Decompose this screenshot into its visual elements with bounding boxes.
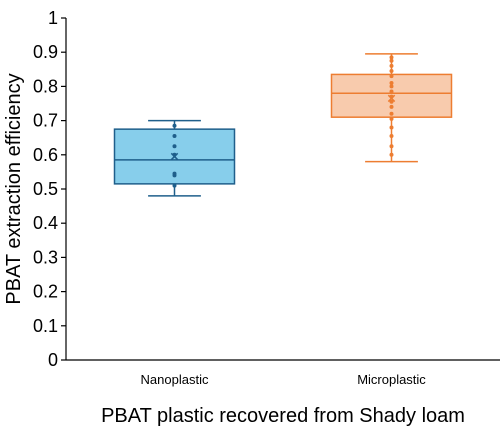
y-tick-label: 0.2 xyxy=(33,282,58,302)
y-tick-label: 0.9 xyxy=(33,42,58,62)
y-tick-label: 0.3 xyxy=(33,247,58,267)
category-label: Microplastic xyxy=(357,372,426,387)
y-tick-label: 0.6 xyxy=(33,145,58,165)
data-point xyxy=(389,144,394,149)
data-point xyxy=(172,133,177,138)
y-tick-label: 0.8 xyxy=(33,76,58,96)
category-label: Nanoplastic xyxy=(141,372,209,387)
y-tick-label: 0.4 xyxy=(33,213,58,233)
data-point xyxy=(389,84,394,89)
x-axis-title: PBAT plastic recovered from Shady loam xyxy=(101,405,465,427)
data-point xyxy=(389,133,394,138)
y-axis-title: PBAT extraction efficiency xyxy=(3,73,25,304)
y-ticks: 0 0.1 0.2 0.3 0.4 0.5 0.6 0.7 0.8 0.9 1 xyxy=(33,8,66,370)
data-point xyxy=(389,58,394,63)
mean-marker xyxy=(387,94,396,103)
data-point xyxy=(389,111,394,116)
data-point xyxy=(389,80,394,85)
data-point xyxy=(389,63,394,68)
category-labels: Nanoplastic Microplastic xyxy=(141,372,427,387)
y-tick-label: 1 xyxy=(48,8,58,28)
data-point xyxy=(389,55,394,60)
data-point xyxy=(389,74,394,79)
boxes xyxy=(113,53,453,197)
mean-marker-stroke xyxy=(387,94,396,103)
data-point xyxy=(389,116,394,121)
data-point xyxy=(172,123,177,128)
data-point xyxy=(389,69,394,74)
mean-marker xyxy=(170,152,179,161)
data-point xyxy=(172,171,177,176)
y-tick-label: 0.7 xyxy=(33,111,58,131)
data-point xyxy=(389,104,394,109)
box-microplastic xyxy=(330,53,453,163)
y-tick-label: 0.1 xyxy=(33,316,58,336)
data-point xyxy=(172,144,177,149)
axes xyxy=(65,18,500,361)
mean-marker-stroke xyxy=(170,152,179,161)
data-point xyxy=(389,99,394,104)
y-tick-label: 0 xyxy=(48,350,58,370)
data-point xyxy=(389,89,394,94)
y-tick-label: 0.5 xyxy=(33,179,58,199)
data-point xyxy=(172,183,177,188)
box-nanoplastic xyxy=(113,119,236,197)
data-point xyxy=(389,152,394,157)
data-point xyxy=(389,125,394,130)
